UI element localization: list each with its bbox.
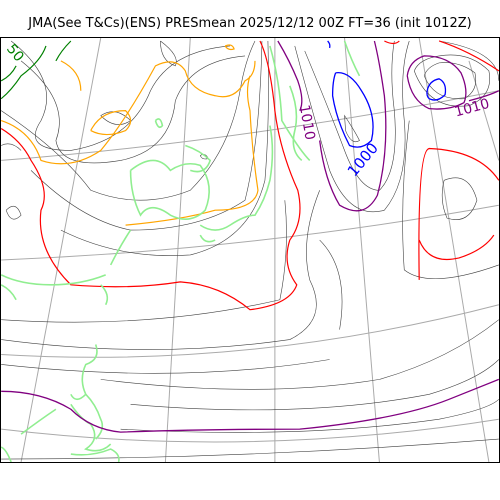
coastlines — [1, 40, 361, 462]
isobar-label-1010-center: 1010 — [296, 104, 318, 142]
thin-isobars — [1, 40, 499, 460]
isobar-label-edge: 50 — [3, 41, 27, 65]
map-title: JMA(See T&Cs)(ENS) PRESmean 2025/12/12 0… — [28, 16, 472, 31]
pressure-map: 1010 1000 1010 50 — [0, 37, 500, 463]
green-isobar — [1, 40, 72, 100]
isobar-1010 — [1, 40, 499, 433]
orange-isobar — [1, 44, 259, 226]
contour-labels: 1010 1000 1010 50 — [3, 41, 491, 180]
isobar-1000 — [327, 40, 447, 148]
map-canvas: 1010 1000 1010 50 — [1, 38, 499, 462]
red-isobars — [1, 40, 499, 311]
